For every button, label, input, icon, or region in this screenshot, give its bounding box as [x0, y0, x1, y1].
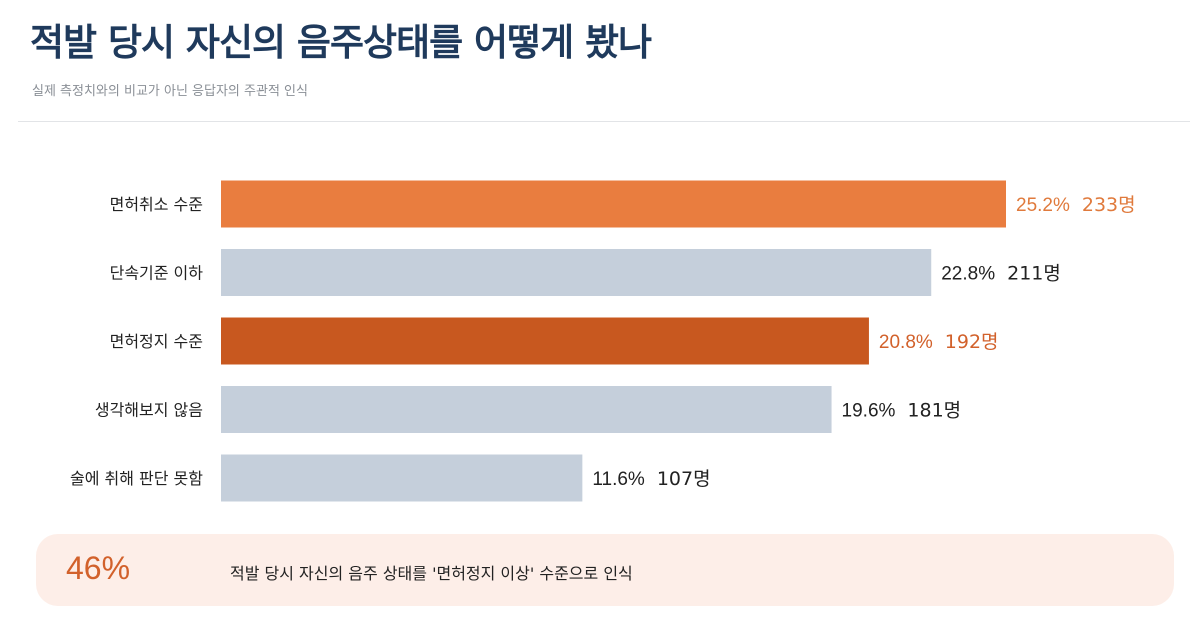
bar — [221, 317, 869, 365]
count-label: 181명 — [907, 400, 961, 422]
category-label: 생각해보지 않음 — [95, 401, 203, 420]
divider — [18, 121, 1190, 122]
value-label: 22.8% — [941, 264, 995, 285]
count-label: 192명 — [945, 331, 999, 353]
callout-text: 적발 당시 자신의 음주 상태를 '면허정지 이상' 수준으로 인식 — [230, 564, 633, 583]
value-label: 11.6% — [592, 469, 645, 490]
category-label: 면허취소 수준 — [110, 195, 203, 214]
callout-percent: 46% — [66, 550, 131, 586]
count-label: 211명 — [1007, 263, 1061, 285]
count-label: 107명 — [657, 468, 711, 490]
value-label: 20.8% — [879, 332, 933, 353]
bar — [221, 386, 832, 433]
bar — [221, 454, 583, 502]
value-label: 19.6% — [842, 401, 896, 422]
summary-callout: 46% 적발 당시 자신의 음주 상태를 '면허정지 이상' 수준으로 인식 — [36, 534, 1174, 606]
chart-subtitle: 실제 측정치와의 비교가 아닌 응답자의 주관적 인식 — [32, 84, 308, 99]
category-label: 면허정지 수준 — [110, 332, 203, 351]
bar — [221, 249, 932, 296]
value-label: 25.2% — [1016, 195, 1070, 216]
chart-title: 적발 당시 자신의 음주상태를 어떻게 봤나 — [30, 21, 652, 64]
bar — [221, 180, 1006, 228]
category-label: 술에 취해 판단 못함 — [70, 469, 203, 488]
count-label: 233명 — [1082, 194, 1136, 216]
category-label: 단속기준 이하 — [110, 264, 204, 283]
